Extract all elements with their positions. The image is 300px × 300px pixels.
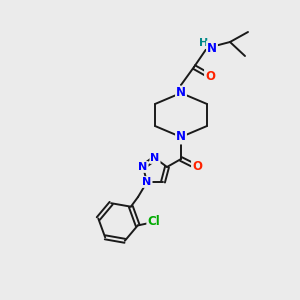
Text: N: N — [138, 162, 148, 172]
Text: Cl: Cl — [147, 215, 160, 228]
Text: N: N — [176, 130, 186, 143]
Text: N: N — [207, 41, 217, 55]
Text: H: H — [200, 38, 208, 48]
Text: O: O — [192, 160, 202, 173]
Text: N: N — [142, 177, 152, 187]
Text: O: O — [205, 70, 215, 83]
Text: N: N — [150, 153, 160, 163]
Text: N: N — [176, 86, 186, 100]
